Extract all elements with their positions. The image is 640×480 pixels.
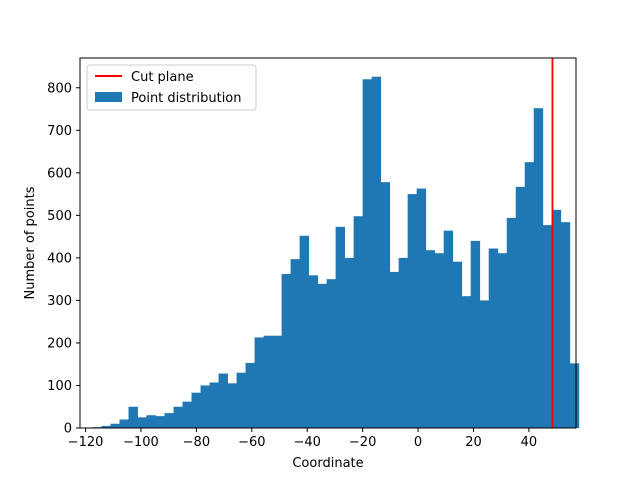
histogram-bar <box>371 76 382 429</box>
histogram-bar <box>389 271 400 428</box>
histogram-bar <box>479 300 490 428</box>
x-tick-label: −120 <box>68 435 104 450</box>
y-tick-label: 500 <box>47 209 72 224</box>
y-tick-label: 700 <box>47 124 72 139</box>
histogram-bar <box>236 372 246 428</box>
histogram-bar <box>533 108 544 429</box>
histogram-bar <box>173 406 183 428</box>
x-tick-label: 20 <box>465 435 482 450</box>
histogram-bar <box>542 225 553 428</box>
x-tick-label: −20 <box>349 435 376 450</box>
histogram-bar <box>497 253 508 428</box>
histogram-bar <box>569 363 580 428</box>
y-tick-label: 400 <box>47 251 72 266</box>
histogram-bar <box>506 217 517 428</box>
histogram-bar <box>425 250 436 428</box>
histogram-bar <box>155 416 165 428</box>
histogram-bar <box>524 162 535 428</box>
y-tick-label: 600 <box>47 166 72 181</box>
legend-entry-point-distribution: Point distribution <box>131 91 242 106</box>
histogram-bar <box>254 337 264 428</box>
histogram-bar <box>308 275 319 428</box>
x-tick-label: 0 <box>414 435 422 450</box>
x-tick-label: 40 <box>521 435 538 450</box>
histogram-bar <box>227 383 237 428</box>
y-tick-label: 300 <box>47 294 72 309</box>
histogram-bar <box>515 186 526 428</box>
histogram-bar <box>128 406 138 428</box>
histogram-bar <box>191 392 201 428</box>
y-tick-label: 200 <box>47 336 72 351</box>
histogram-bar <box>263 335 273 428</box>
histogram-bar <box>560 222 571 428</box>
histogram-bar <box>200 385 210 428</box>
histogram-bar <box>110 423 120 428</box>
legend: Cut plane Point distribution <box>86 64 257 111</box>
histogram-bar <box>209 382 219 428</box>
x-tick-label: −100 <box>123 435 159 450</box>
histogram-bar <box>137 417 147 428</box>
plot-frame <box>79 57 577 429</box>
y-tick-label: 800 <box>47 81 72 96</box>
histogram-bar <box>182 401 192 428</box>
histogram-bar <box>335 226 346 428</box>
histogram-bar <box>101 425 111 428</box>
histogram-bar <box>416 188 427 428</box>
histogram-bar <box>245 362 255 428</box>
x-tick-label: −80 <box>183 435 210 450</box>
histogram-bar <box>398 257 409 428</box>
histogram-bar <box>488 248 499 428</box>
histogram-bar <box>290 259 300 428</box>
histogram-bar <box>281 274 291 428</box>
y-tick-label: 100 <box>47 379 72 394</box>
histogram-bar <box>452 261 463 428</box>
y-axis-ticks: 0 100 200 300 400 500 600 700 800 <box>47 81 80 437</box>
histogram-bar <box>344 257 355 428</box>
histogram-bar <box>380 182 391 428</box>
histogram-bar <box>299 235 310 428</box>
histogram-bar <box>272 335 282 428</box>
histogram-bar <box>443 230 454 428</box>
histogram-bar <box>317 283 328 428</box>
histogram-bar <box>146 415 156 428</box>
histogram-bar <box>461 296 472 428</box>
y-axis-label: Number of points <box>23 186 38 299</box>
x-axis-label: Coordinate <box>292 456 363 471</box>
bars-layer <box>92 76 580 429</box>
histogram-bar <box>470 240 481 428</box>
histogram-bar <box>551 209 562 428</box>
x-tick-label: −40 <box>293 435 320 450</box>
histogram-bar <box>407 194 418 428</box>
histogram-bar <box>326 279 337 428</box>
histogram-bar <box>353 216 364 428</box>
histogram-bar <box>434 253 445 428</box>
legend-box <box>86 64 257 111</box>
histogram-bar <box>218 373 228 428</box>
legend-entry-cut-plane: Cut plane <box>131 70 194 85</box>
histogram-bar <box>164 413 174 428</box>
histogram-bar <box>119 419 129 428</box>
x-axis-ticks: −120 −100 −80 −60 −40 −20 0 20 40 <box>68 428 537 450</box>
legend-swatch-point-distribution <box>95 92 122 102</box>
histogram-bar <box>362 79 373 428</box>
x-tick-label: −60 <box>238 435 265 450</box>
y-tick-label: 0 <box>64 422 72 437</box>
